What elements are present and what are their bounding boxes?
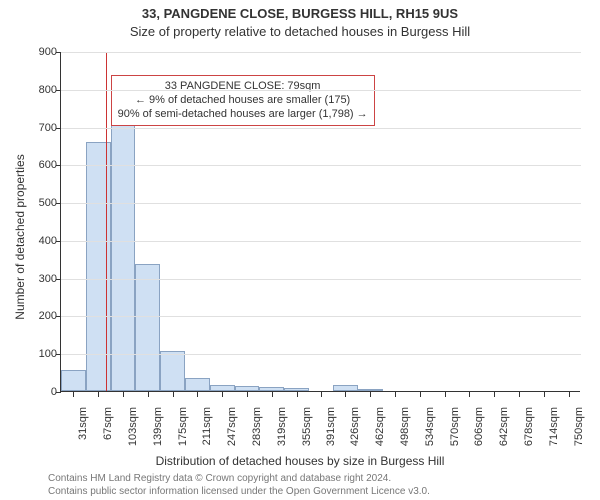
annotation-line2: ← 9% of detached houses are smaller (175… <box>118 93 368 107</box>
histogram-bar <box>358 389 383 391</box>
y-tick-label: 900 <box>23 46 57 58</box>
x-tick <box>247 392 248 397</box>
x-tick <box>272 392 273 397</box>
x-tick <box>420 392 421 397</box>
x-tick <box>197 392 198 397</box>
footer-line2: Contains public sector information licen… <box>48 486 596 499</box>
x-tick <box>222 392 223 397</box>
x-tick <box>569 392 570 397</box>
y-tick-label: 400 <box>23 235 57 247</box>
plot-area: 33 PANGDENE CLOSE: 79sqm ← 9% of detache… <box>60 52 580 392</box>
histogram-bar <box>61 370 86 391</box>
footer-attribution: Contains HM Land Registry data © Crown c… <box>48 473 596 498</box>
gridline <box>61 165 581 166</box>
gridline <box>61 128 581 129</box>
x-tick <box>370 392 371 397</box>
gridline <box>61 90 581 91</box>
y-tick-label: 500 <box>23 197 57 209</box>
x-axis-label: Distribution of detached houses by size … <box>0 454 600 468</box>
y-tick-label: 0 <box>23 386 57 398</box>
histogram-bar <box>284 388 309 391</box>
histogram-bar <box>259 387 284 391</box>
x-tick <box>395 392 396 397</box>
y-tick-label: 800 <box>23 84 57 96</box>
x-tick <box>469 392 470 397</box>
x-tick <box>297 392 298 397</box>
x-tick <box>123 392 124 397</box>
histogram-bar <box>111 96 136 391</box>
histogram-bar <box>160 351 185 391</box>
y-tick-label: 600 <box>23 159 57 171</box>
histogram-bar <box>185 378 210 391</box>
gridline <box>61 354 581 355</box>
gridline <box>61 203 581 204</box>
annotation-box: 33 PANGDENE CLOSE: 79sqm ← 9% of detache… <box>111 75 375 126</box>
histogram-bar <box>333 385 358 391</box>
x-tick <box>73 392 74 397</box>
x-tick <box>173 392 174 397</box>
x-tick <box>345 392 346 397</box>
x-tick <box>445 392 446 397</box>
x-tick <box>98 392 99 397</box>
gridline <box>61 316 581 317</box>
x-tick <box>544 392 545 397</box>
property-marker-line <box>106 52 107 391</box>
y-tick-label: 200 <box>23 310 57 322</box>
annotation-line3: 90% of semi-detached houses are larger (… <box>118 107 368 121</box>
footer-line1: Contains HM Land Registry data © Crown c… <box>48 473 596 486</box>
x-tick <box>321 392 322 397</box>
annotation-line1: 33 PANGDENE CLOSE: 79sqm <box>118 79 368 93</box>
gridline <box>61 279 581 280</box>
chart-title-line2: Size of property relative to detached ho… <box>0 24 600 39</box>
x-tick <box>494 392 495 397</box>
chart-title-line1: 33, PANGDENE CLOSE, BURGESS HILL, RH15 9… <box>0 6 600 21</box>
histogram-bar <box>210 385 235 391</box>
histogram-bar <box>135 264 160 391</box>
gridline <box>61 52 581 53</box>
y-tick-label: 100 <box>23 348 57 360</box>
x-tick <box>519 392 520 397</box>
x-tick <box>148 392 149 397</box>
gridline <box>61 241 581 242</box>
y-tick-label: 700 <box>23 122 57 134</box>
histogram-bar <box>235 386 260 391</box>
y-tick-label: 300 <box>23 273 57 285</box>
